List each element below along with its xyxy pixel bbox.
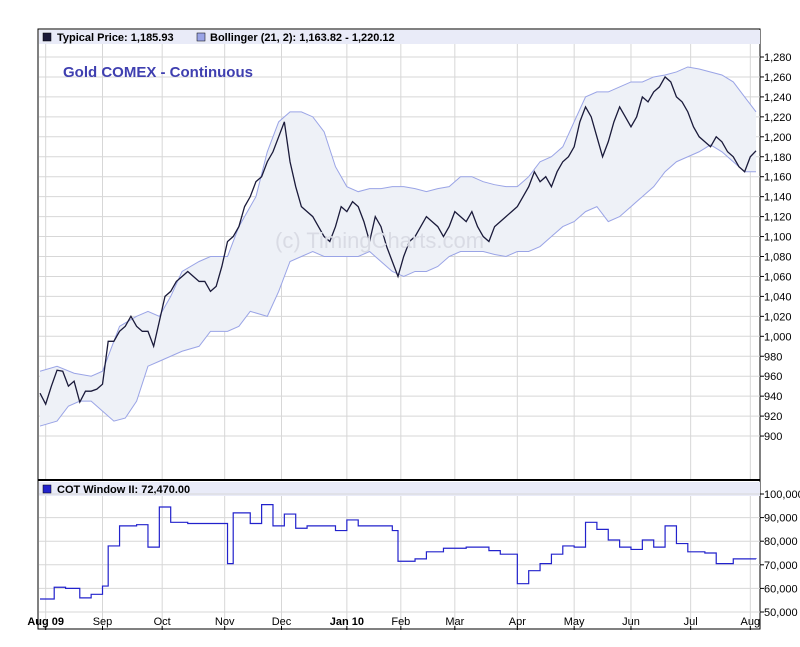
price-tick-label: 1,080 bbox=[764, 252, 792, 264]
price-tick-label: 1,180 bbox=[764, 152, 792, 164]
price-y-axis: 900 920 940 960 980 1,000 1,020 1,040 1,060 1,080… bbox=[760, 52, 792, 443]
typical-price-swatch bbox=[42, 32, 52, 42]
price-tick-label: 1,020 bbox=[764, 311, 792, 323]
cot-swatch bbox=[42, 484, 52, 494]
price-tick-label: 1,120 bbox=[764, 212, 792, 224]
chart-frame bbox=[37, 28, 761, 630]
price-panel: Typical Price: 1,185.93 Bollinger (21, 2… bbox=[38, 30, 792, 481]
cot-tick-label: 80,000 bbox=[764, 536, 798, 548]
x-tick-label: Jul bbox=[684, 616, 698, 628]
x-tick-label: Aug 09 bbox=[27, 616, 64, 628]
legend-cot: COT Window II: 72,470.00 bbox=[57, 484, 190, 496]
chart-title: Gold COMEX - Continuous bbox=[63, 64, 253, 81]
price-tick-label: 1,000 bbox=[764, 331, 792, 343]
bollinger-upper-line bbox=[39, 66, 757, 377]
cot-tick-label: 100,000 bbox=[764, 489, 800, 501]
bollinger-swatch bbox=[196, 32, 206, 42]
cot-legend-bar bbox=[39, 482, 760, 496]
cot-y-axis: 50,000 60,000 70,000 80,000 90,000 100,000 bbox=[760, 489, 800, 619]
cot-panel: COT Window II: 72,470.00 50,000 60,000 70,… bbox=[39, 482, 800, 628]
x-tick-label: Feb bbox=[391, 616, 410, 628]
x-tick-label: Nov bbox=[215, 616, 235, 628]
typical-price-line bbox=[39, 75, 757, 406]
x-tick-label: May bbox=[564, 616, 585, 628]
x-tick-label: Sep bbox=[93, 616, 113, 628]
x-tick-label: Mar bbox=[445, 616, 464, 628]
price-tick-label: 920 bbox=[764, 411, 782, 423]
cot-window-line bbox=[40, 504, 757, 600]
price-tick-label: 960 bbox=[764, 371, 782, 383]
cot-lines bbox=[40, 504, 757, 600]
legend-bollinger: Bollinger (21, 2): 1,163.82 - 1,220.12 bbox=[210, 32, 395, 44]
x-tick-label: Aug bbox=[741, 616, 761, 628]
price-tick-label: 1,100 bbox=[764, 232, 792, 244]
price-tick-label: 980 bbox=[764, 351, 782, 363]
price-tick-label: 1,280 bbox=[764, 52, 792, 64]
x-tick-label: Jun bbox=[622, 616, 640, 628]
x-tick-label: Apr bbox=[509, 616, 526, 628]
price-tick-label: 1,200 bbox=[764, 132, 792, 144]
cot-tick-label: 90,000 bbox=[764, 513, 798, 525]
price-tick-label: 1,240 bbox=[764, 92, 792, 104]
price-tick-label: 1,260 bbox=[764, 72, 792, 84]
bollinger-band bbox=[40, 66, 756, 427]
legend-typical-price: Typical Price: 1,185.93 bbox=[57, 32, 174, 44]
x-tick-label: Oct bbox=[154, 616, 171, 628]
x-tick-label: Dec bbox=[272, 616, 292, 628]
x-axis: Aug 09 Sep Oct Nov Dec Jan 10 Feb Mar Apr May Jun J… bbox=[27, 616, 760, 630]
x-tick-label: Jan 10 bbox=[330, 616, 364, 628]
cot-tick-label: 70,000 bbox=[764, 560, 798, 572]
watermark: (c) TimingCharts.com bbox=[275, 228, 484, 253]
price-lines bbox=[39, 66, 757, 427]
price-tick-label: 1,040 bbox=[764, 291, 792, 303]
cot-tick-label: 60,000 bbox=[764, 583, 798, 595]
price-tick-label: 1,060 bbox=[764, 271, 792, 283]
cot-tick-label: 50,000 bbox=[764, 607, 798, 619]
price-tick-label: 1,220 bbox=[764, 112, 792, 124]
bollinger-lower-line bbox=[39, 144, 756, 427]
bollinger-band-fill bbox=[40, 66, 756, 427]
price-tick-label: 1,160 bbox=[764, 172, 792, 184]
price-tick-label: 1,140 bbox=[764, 192, 792, 204]
price-tick-label: 940 bbox=[764, 391, 782, 403]
price-tick-label: 900 bbox=[764, 431, 782, 443]
price-legend-bar bbox=[39, 30, 760, 44]
